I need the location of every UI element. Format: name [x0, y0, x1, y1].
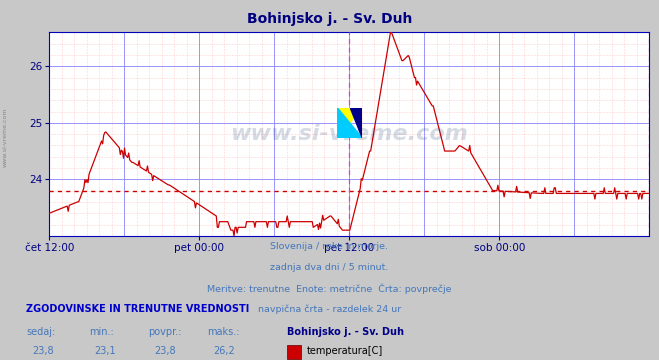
Text: Meritve: trenutne  Enote: metrične  Črta: povprečje: Meritve: trenutne Enote: metrične Črta: …	[207, 284, 452, 294]
Text: Slovenija / reke in morje.: Slovenija / reke in morje.	[270, 242, 389, 251]
Text: min.:: min.:	[89, 327, 114, 337]
Text: Bohinjsko j. - Sv. Duh: Bohinjsko j. - Sv. Duh	[287, 327, 404, 337]
Text: maks.:: maks.:	[208, 327, 240, 337]
Text: 23,8: 23,8	[32, 346, 53, 356]
Polygon shape	[337, 108, 362, 138]
Text: zadnja dva dni / 5 minut.: zadnja dva dni / 5 minut.	[270, 263, 389, 272]
Text: ZGODOVINSKE IN TRENUTNE VREDNOSTI: ZGODOVINSKE IN TRENUTNE VREDNOSTI	[26, 304, 250, 314]
Text: temperatura[C]: temperatura[C]	[306, 346, 383, 356]
Text: 26,2: 26,2	[213, 346, 235, 356]
Polygon shape	[337, 108, 362, 138]
Text: 23,8: 23,8	[154, 346, 175, 356]
Text: Bohinjsko j. - Sv. Duh: Bohinjsko j. - Sv. Duh	[247, 12, 412, 26]
Text: www.si-vreme.com: www.si-vreme.com	[3, 107, 8, 167]
Text: sedaj:: sedaj:	[26, 327, 55, 337]
Polygon shape	[350, 108, 362, 138]
Text: navpična črta - razdelek 24 ur: navpična črta - razdelek 24 ur	[258, 305, 401, 314]
Text: www.si-vreme.com: www.si-vreme.com	[231, 124, 468, 144]
Text: povpr.:: povpr.:	[148, 327, 182, 337]
Text: 23,1: 23,1	[95, 346, 116, 356]
